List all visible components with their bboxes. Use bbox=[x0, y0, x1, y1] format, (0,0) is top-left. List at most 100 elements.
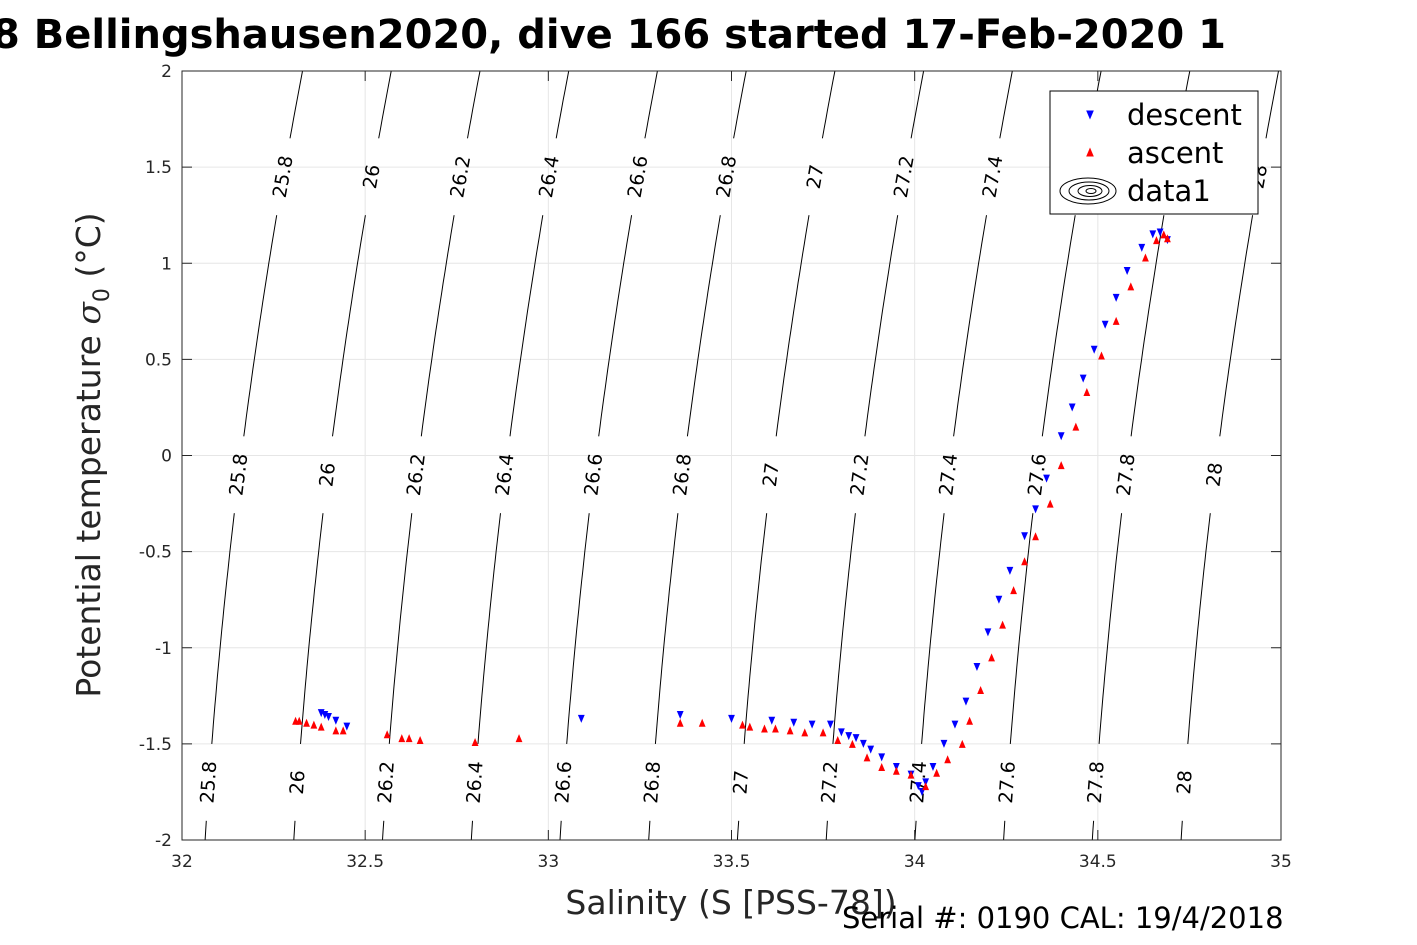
descent-point bbox=[343, 722, 351, 731]
contour-line bbox=[378, 71, 392, 139]
ascent-point bbox=[416, 736, 424, 745]
contour-line bbox=[509, 215, 544, 437]
contour-line bbox=[733, 71, 747, 139]
ascent-point bbox=[746, 722, 754, 731]
contour-line bbox=[243, 215, 278, 437]
descent-point bbox=[808, 720, 816, 729]
descent-point bbox=[838, 728, 845, 737]
contour-label: 27.4 bbox=[979, 154, 1008, 199]
y-axis-label-unit: (°C) bbox=[69, 212, 108, 288]
x-axis-ticks: 32 32.5 33 33.5 34 34.5 35 bbox=[171, 71, 1292, 872]
descent-point bbox=[768, 716, 776, 725]
ascent-point bbox=[999, 620, 1006, 629]
legend-data1-label: data1 bbox=[1127, 174, 1211, 208]
y-axis-label: Potential temperature σ0 (°C) bbox=[69, 212, 115, 697]
x-tick-label: 34.5 bbox=[1079, 852, 1117, 872]
descent-point bbox=[676, 711, 684, 720]
contour-label: 28 bbox=[1173, 769, 1197, 795]
descent-point bbox=[577, 714, 585, 723]
descent-point bbox=[1032, 505, 1039, 514]
descent-point bbox=[1006, 566, 1014, 575]
ascent-point bbox=[471, 737, 479, 746]
ascent-point bbox=[892, 766, 900, 775]
ascent-point bbox=[977, 686, 985, 695]
ascent-point bbox=[515, 734, 523, 743]
contour-line bbox=[825, 820, 828, 840]
y-tick-label: 2 bbox=[161, 62, 172, 82]
ascent-point bbox=[1046, 499, 1054, 508]
ascent-point bbox=[848, 739, 856, 748]
legend-contour-icon bbox=[1059, 177, 1117, 205]
legend-descent-triangle bbox=[1086, 110, 1094, 120]
descent-point bbox=[929, 762, 937, 771]
descent-point bbox=[845, 732, 853, 741]
ascent-point bbox=[1153, 236, 1160, 245]
contour-line bbox=[555, 71, 570, 139]
ascent-point bbox=[295, 716, 303, 725]
ascent-point bbox=[966, 716, 974, 725]
contour-line bbox=[1009, 513, 1034, 744]
contour-line bbox=[864, 215, 899, 437]
ascent-point bbox=[383, 730, 391, 739]
contour-line bbox=[332, 215, 366, 437]
y-tick-label: 0 bbox=[161, 447, 172, 467]
descent-point bbox=[1021, 532, 1028, 541]
descent-point bbox=[973, 662, 981, 671]
contour-line bbox=[470, 820, 473, 840]
contour-label: 27 bbox=[803, 163, 829, 191]
ascent-point bbox=[332, 726, 340, 735]
contour-line bbox=[289, 71, 304, 139]
contour-line bbox=[736, 820, 740, 840]
descent-point bbox=[962, 697, 970, 706]
ascent-point bbox=[786, 726, 794, 735]
descent-point bbox=[940, 739, 948, 748]
legend-ascent-marker bbox=[1086, 147, 1094, 157]
descent-point bbox=[1112, 293, 1120, 302]
contour-line bbox=[644, 71, 658, 139]
serial-calibration-text: Serial #: 0190 CAL: 19/4/2018 bbox=[842, 901, 1284, 935]
descent-point bbox=[1090, 345, 1098, 354]
ascent-point bbox=[1057, 461, 1065, 470]
x-tick-label: 32.5 bbox=[346, 852, 384, 872]
contour-line bbox=[686, 215, 721, 437]
ascent-point bbox=[944, 755, 952, 764]
contour-line bbox=[1091, 820, 1095, 840]
x-axis-label: Salinity (S [PSS-78]) bbox=[565, 883, 896, 922]
descent-point bbox=[1138, 243, 1146, 252]
contour-line bbox=[914, 820, 917, 840]
contour-line bbox=[420, 215, 455, 437]
contour-line bbox=[566, 513, 590, 744]
contour-label: 27 bbox=[759, 461, 784, 488]
contour-label: 25.8 bbox=[225, 452, 252, 497]
contour-label: 26.2 bbox=[403, 452, 430, 497]
ascent-point bbox=[739, 720, 746, 729]
contour-line bbox=[211, 513, 235, 744]
ascent-point bbox=[317, 722, 325, 731]
y-axis-label-main: Potential temperature bbox=[69, 325, 108, 698]
contour-label: 25.8 bbox=[196, 760, 221, 804]
ascent-point bbox=[676, 718, 684, 727]
y-tick-label: -1 bbox=[155, 639, 172, 659]
descent-point bbox=[1079, 374, 1087, 383]
x-tick-label: 34 bbox=[904, 852, 926, 872]
legend-box bbox=[1049, 90, 1259, 215]
contour-label: 27.8 bbox=[1084, 760, 1109, 804]
ascent-point bbox=[1127, 282, 1135, 291]
legend-ascent-triangle bbox=[1086, 147, 1094, 157]
legend-descent-label: descent bbox=[1127, 98, 1242, 132]
descent-point bbox=[1068, 403, 1076, 412]
contour-label: 28 bbox=[1203, 461, 1228, 488]
contour-line bbox=[388, 513, 413, 744]
ascent-point bbox=[1164, 234, 1171, 243]
contour-label: 26 bbox=[359, 163, 385, 191]
contour-line bbox=[921, 513, 945, 744]
contour-line bbox=[1187, 513, 1211, 744]
ascent-point bbox=[339, 726, 347, 735]
x-tick-label: 33 bbox=[538, 852, 560, 872]
contour-line bbox=[1041, 215, 1076, 437]
contour-label: 27.8 bbox=[1113, 452, 1140, 497]
ascent-point bbox=[1021, 557, 1028, 566]
grid-lines bbox=[182, 71, 1281, 840]
contour-line bbox=[598, 215, 633, 437]
